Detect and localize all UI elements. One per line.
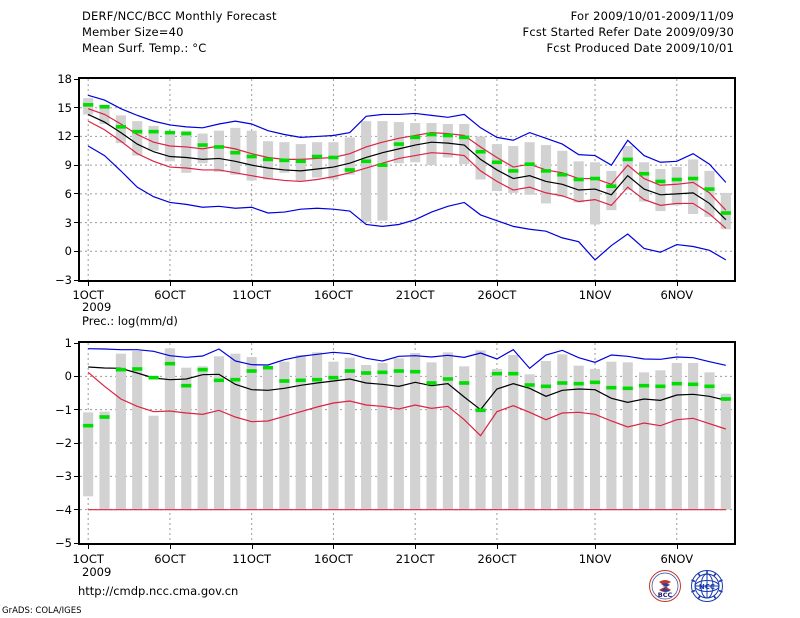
y-tick-mark — [74, 78, 79, 80]
y-tick-label: −3 — [55, 469, 72, 484]
y-tick-mark — [74, 475, 79, 477]
precipitation-plot-svg — [80, 343, 734, 543]
grads-credit: GrADS: COLA/IGES — [2, 606, 82, 616]
page-title: DERF/NCC/BCC Monthly Forecast — [82, 9, 277, 23]
temperature-plot-area — [80, 79, 734, 280]
y-tick-mark — [74, 509, 79, 511]
y-tick-label: 18 — [57, 72, 72, 86]
fcst-produced-label: Fcst Produced Date 2009/10/01 — [546, 41, 734, 55]
precipitation-axis-title: Prec.: log(mm/d) — [82, 314, 178, 328]
precipitation-plot-area — [80, 343, 734, 543]
x-tick-label: 16OCT — [314, 552, 353, 566]
x-tick-label: 21OCT — [395, 288, 435, 302]
y-tick-mark — [74, 542, 79, 544]
svg-text:BCC: BCC — [658, 591, 673, 599]
x-tick-label: 1NOV — [578, 288, 612, 302]
x-tick-mark — [169, 281, 171, 286]
ncc-logo-icon: NCC — [691, 570, 723, 602]
temperature-plot-panel — [78, 77, 736, 282]
y-tick-mark — [74, 375, 79, 377]
x-tick-mark — [88, 281, 90, 286]
x-tick-mark — [333, 281, 335, 286]
x-tick-mark — [595, 281, 597, 286]
x-tick-label: 26OCT — [477, 288, 517, 302]
x-tick-mark — [676, 281, 678, 286]
y-tick-label: −5 — [55, 536, 72, 550]
temperature-year-label: 2009 — [82, 300, 112, 314]
y-tick-label: −2 — [55, 436, 72, 450]
y-tick-mark — [74, 193, 79, 195]
x-tick-mark — [496, 544, 498, 549]
y-tick-label: −3 — [55, 273, 72, 287]
precipitation-year-label: 2009 — [82, 565, 112, 579]
x-tick-label: 26OCT — [477, 552, 517, 566]
y-tick-mark — [74, 250, 79, 252]
x-tick-label: 6OCT — [154, 288, 186, 302]
y-tick-mark — [74, 164, 79, 166]
y-tick-label: −4 — [55, 502, 72, 517]
x-tick-mark — [88, 544, 90, 549]
y-tick-label: −1 — [55, 402, 72, 417]
x-tick-label: 11OCT — [232, 288, 272, 302]
source-url[interactable]: http://cmdp.ncc.cma.gov.cn — [78, 584, 239, 598]
x-tick-mark — [251, 544, 253, 549]
x-tick-mark — [333, 544, 335, 549]
svg-text:NCC: NCC — [699, 583, 715, 591]
y-tick-label: 6 — [64, 186, 72, 201]
fcst-started-label: Fcst Started Refer Date 2009/09/30 — [522, 25, 734, 39]
x-tick-mark — [251, 281, 253, 286]
x-tick-mark — [676, 544, 678, 549]
y-tick-label: 1 — [64, 336, 72, 350]
y-tick-mark — [74, 279, 79, 281]
precipitation-plot-panel — [78, 341, 736, 545]
y-tick-mark — [74, 342, 79, 344]
bcc-logo-icon: BCC — [649, 570, 681, 602]
y-tick-mark — [74, 409, 79, 411]
x-tick-label: 21OCT — [395, 552, 435, 566]
y-tick-label: 0 — [64, 244, 72, 259]
y-tick-label: 0 — [64, 369, 72, 384]
y-tick-label: 3 — [64, 215, 72, 230]
y-tick-label: 15 — [57, 100, 72, 115]
x-tick-label: 1OCT — [72, 552, 104, 566]
temperature-plot-svg — [80, 79, 734, 280]
y-tick-label: 9 — [64, 158, 72, 173]
member-size-label: Member Size=40 — [82, 25, 184, 39]
x-tick-mark — [169, 544, 171, 549]
y-tick-mark — [74, 222, 79, 224]
agency-logos: BCC NCC — [645, 568, 735, 604]
y-tick-mark — [74, 135, 79, 137]
x-tick-label: 6NOV — [660, 288, 694, 302]
x-tick-mark — [496, 281, 498, 286]
x-tick-mark — [595, 544, 597, 549]
x-tick-mark — [415, 544, 417, 549]
x-tick-label: 1OCT — [72, 288, 104, 302]
x-tick-mark — [415, 281, 417, 286]
forecast-period-label: For 2009/10/01-2009/11/09 — [570, 9, 734, 23]
x-tick-label: 1NOV — [578, 552, 612, 566]
y-tick-mark — [74, 107, 79, 109]
y-tick-label: 12 — [57, 129, 72, 144]
y-tick-mark — [74, 442, 79, 444]
x-tick-label: 6NOV — [660, 552, 694, 566]
x-tick-label: 16OCT — [314, 288, 353, 302]
x-tick-label: 6OCT — [154, 552, 186, 566]
x-tick-label: 11OCT — [232, 552, 272, 566]
variable-label: Mean Surf. Temp.: °C — [82, 41, 207, 55]
